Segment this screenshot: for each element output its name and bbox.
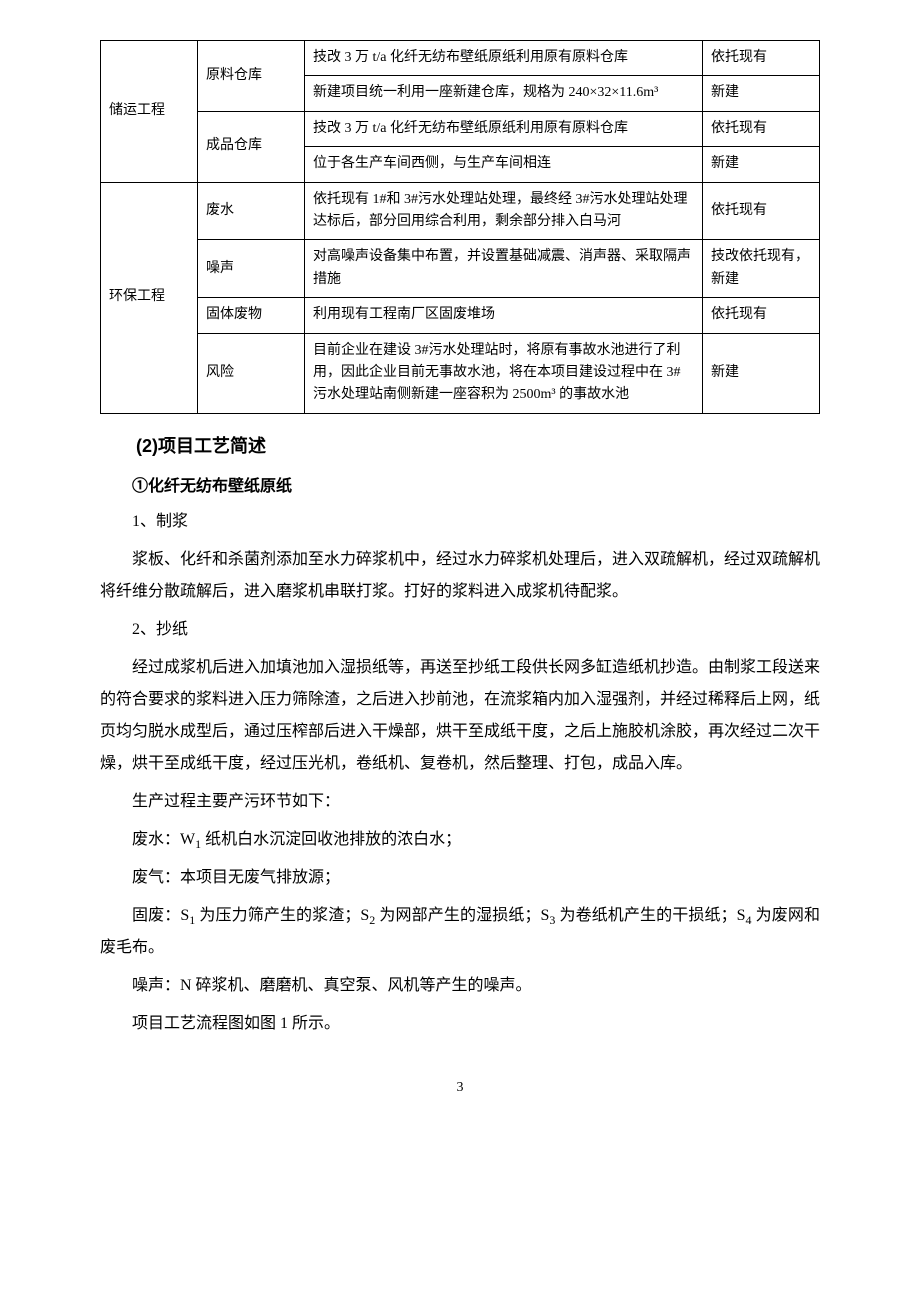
cell-subcategory: 原料仓库 — [198, 41, 305, 112]
table-row: 储运工程 原料仓库 技改 3 万 t/a 化纤无纺布壁纸原纸利用原有原料仓库 依… — [101, 41, 820, 76]
pollution-noise: 噪声：N 碎浆机、磨磨机、真空泵、风机等产生的噪声。 — [100, 970, 820, 1002]
pollution-air: 废气：本项目无废气排放源； — [100, 862, 820, 894]
project-composition-table: 储运工程 原料仓库 技改 3 万 t/a 化纤无纺布壁纸原纸利用原有原料仓库 依… — [100, 40, 820, 414]
table-row: 环保工程 废水 依托现有 1#和 3#污水处理站处理，最终经 3#污水处理站处理… — [101, 182, 820, 240]
cell-description: 依托现有 1#和 3#污水处理站处理，最终经 3#污水处理站处理达标后，部分回用… — [305, 182, 703, 240]
cell-status: 新建 — [703, 147, 820, 182]
sub-heading-fiber-paper: ①化纤无纺布壁纸原纸 — [100, 472, 820, 496]
pollution-intro: 生产过程主要产污环节如下： — [100, 786, 820, 818]
table-row: 风险 目前企业在建设 3#污水处理站时，将原有事故水池进行了利用，因此企业目前无… — [101, 333, 820, 413]
cell-subcategory: 噪声 — [198, 240, 305, 298]
cell-description: 技改 3 万 t/a 化纤无纺布壁纸原纸利用原有原料仓库 — [305, 41, 703, 76]
step-2-body: 经过成浆机后进入加填池加入湿损纸等，再送至抄纸工段供长网多缸造纸机抄造。由制浆工… — [100, 652, 820, 780]
cell-description: 利用现有工程南厂区固废堆场 — [305, 298, 703, 333]
flowchart-reference: 项目工艺流程图如图 1 所示。 — [100, 1008, 820, 1040]
cell-status: 依托现有 — [703, 111, 820, 146]
cell-status: 依托现有 — [703, 41, 820, 76]
cell-subcategory: 废水 — [198, 182, 305, 240]
cell-description: 目前企业在建设 3#污水处理站时，将原有事故水池进行了利用，因此企业目前无事故水… — [305, 333, 703, 413]
step-2-title: 2、抄纸 — [100, 614, 820, 646]
cell-category: 储运工程 — [101, 41, 198, 183]
cell-description: 新建项目统一利用一座新建仓库，规格为 240×32×11.6m³ — [305, 76, 703, 111]
cell-description: 位于各生产车间西侧，与生产车间相连 — [305, 147, 703, 182]
step-1-body: 浆板、化纤和杀菌剂添加至水力碎浆机中，经过水力碎浆机处理后，进入双疏解机，经过双… — [100, 544, 820, 608]
cell-status: 新建 — [703, 76, 820, 111]
table-row: 成品仓库 技改 3 万 t/a 化纤无纺布壁纸原纸利用原有原料仓库 依托现有 — [101, 111, 820, 146]
cell-status: 技改依托现有，新建 — [703, 240, 820, 298]
cell-category: 环保工程 — [101, 182, 198, 413]
table-row: 噪声 对高噪声设备集中布置，并设置基础减震、消声器、采取隔声措施 技改依托现有，… — [101, 240, 820, 298]
cell-subcategory: 固体废物 — [198, 298, 305, 333]
cell-subcategory: 风险 — [198, 333, 305, 413]
cell-status: 依托现有 — [703, 182, 820, 240]
pollution-solid: 固废：S1 为压力筛产生的浆渣；S2 为网部产生的湿损纸；S3 为卷纸机产生的干… — [100, 900, 820, 964]
page-number: 3 — [100, 1080, 820, 1096]
cell-subcategory: 成品仓库 — [198, 111, 305, 182]
document-page: 储运工程 原料仓库 技改 3 万 t/a 化纤无纺布壁纸原纸利用原有原料仓库 依… — [0, 0, 920, 1136]
cell-description: 对高噪声设备集中布置，并设置基础减震、消声器、采取隔声措施 — [305, 240, 703, 298]
section-heading-process: (2)项目工艺简述 — [100, 432, 820, 458]
pollution-water: 废水：W1 纸机白水沉淀回收池排放的浓白水； — [100, 824, 820, 856]
cell-description: 技改 3 万 t/a 化纤无纺布壁纸原纸利用原有原料仓库 — [305, 111, 703, 146]
step-1-title: 1、制浆 — [100, 506, 820, 538]
cell-status: 新建 — [703, 333, 820, 413]
table-row: 固体废物 利用现有工程南厂区固废堆场 依托现有 — [101, 298, 820, 333]
cell-status: 依托现有 — [703, 298, 820, 333]
